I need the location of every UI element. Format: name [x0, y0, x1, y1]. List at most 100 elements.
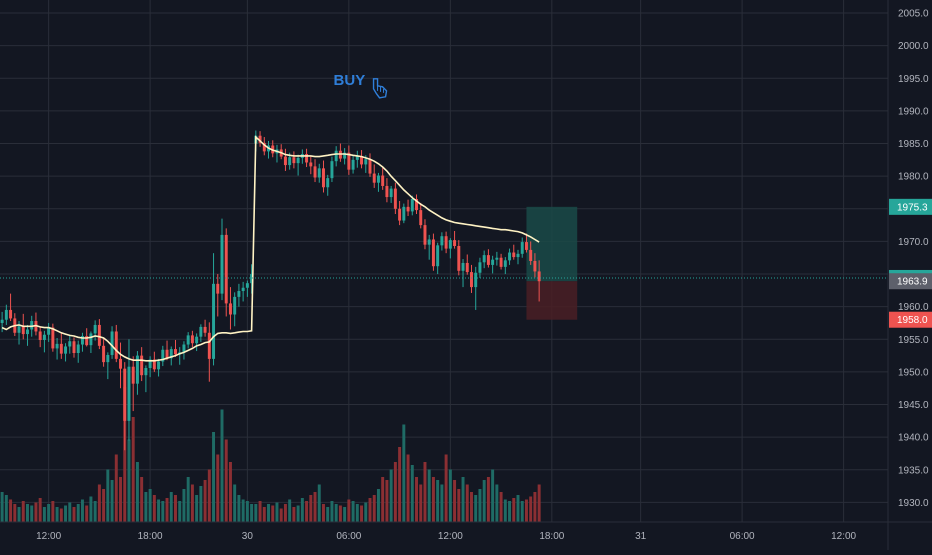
candle[interactable]: [203, 319, 207, 337]
candle[interactable]: [516, 249, 520, 265]
candle[interactable]: [224, 228, 228, 317]
candle[interactable]: [250, 264, 254, 294]
candle[interactable]: [296, 154, 300, 176]
candle[interactable]: [427, 234, 431, 260]
candle[interactable]: [93, 320, 97, 341]
candle[interactable]: [495, 251, 499, 266]
candle[interactable]: [343, 148, 347, 165]
candle[interactable]: [72, 337, 76, 358]
candle[interactable]: [537, 260, 541, 302]
candle[interactable]: [444, 231, 448, 254]
candle[interactable]: [322, 160, 325, 193]
candle[interactable]: [148, 356, 152, 378]
candle[interactable]: [190, 330, 194, 348]
candle[interactable]: [512, 244, 516, 260]
candle[interactable]: [351, 155, 355, 174]
candle[interactable]: [305, 148, 309, 168]
candle[interactable]: [123, 362, 127, 451]
candle[interactable]: [355, 150, 359, 168]
candle[interactable]: [423, 219, 427, 250]
candle[interactable]: [157, 358, 161, 377]
candle[interactable]: [415, 194, 418, 215]
candle[interactable]: [258, 131, 262, 147]
candle[interactable]: [330, 156, 334, 183]
candle[interactable]: [402, 203, 406, 224]
candle[interactable]: [389, 185, 393, 203]
candle[interactable]: [406, 199, 410, 216]
candle[interactable]: [152, 351, 156, 372]
candle[interactable]: [0, 311, 4, 333]
candle[interactable]: [347, 145, 351, 175]
candlesticks[interactable]: [0, 130, 541, 451]
candle[interactable]: [140, 347, 144, 382]
candle[interactable]: [131, 356, 135, 412]
candle[interactable]: [360, 150, 364, 169]
candle[interactable]: [106, 352, 110, 380]
candle[interactable]: [76, 340, 80, 363]
candle[interactable]: [68, 335, 72, 354]
candle[interactable]: [326, 174, 330, 196]
candle[interactable]: [465, 254, 469, 275]
candle[interactable]: [9, 293, 13, 322]
candle[interactable]: [393, 182, 397, 215]
candle[interactable]: [309, 156, 313, 175]
candle[interactable]: [241, 281, 245, 302]
candle[interactable]: [26, 324, 29, 346]
candle[interactable]: [228, 287, 232, 330]
candle[interactable]: [199, 324, 203, 342]
candle[interactable]: [262, 137, 266, 156]
candle[interactable]: [55, 337, 59, 360]
candle[interactable]: [119, 342, 122, 389]
candle[interactable]: [368, 153, 372, 177]
candle[interactable]: [520, 237, 524, 258]
pointing-hand-icon[interactable]: [372, 78, 388, 99]
candle[interactable]: [478, 257, 482, 278]
candle[interactable]: [169, 346, 173, 366]
candle[interactable]: [59, 333, 63, 359]
candle[interactable]: [398, 200, 402, 226]
candle[interactable]: [457, 240, 461, 276]
candle[interactable]: [317, 163, 321, 183]
candle[interactable]: [64, 343, 68, 362]
candle[interactable]: [448, 238, 452, 259]
candle[interactable]: [237, 283, 241, 307]
candle[interactable]: [47, 322, 51, 342]
candle[interactable]: [174, 339, 177, 357]
candle[interactable]: [110, 326, 114, 359]
time-axis[interactable]: 12:00 18:00 30 06:00 12:00 18:00 31 06:00 12:00: [0, 521, 932, 542]
candle[interactable]: [114, 324, 118, 363]
candle[interactable]: [524, 233, 528, 253]
candle[interactable]: [453, 230, 457, 249]
candle[interactable]: [292, 151, 296, 169]
candle[interactable]: [376, 172, 380, 192]
candle[interactable]: [385, 178, 389, 203]
buy-annotation[interactable]: BUY: [334, 72, 388, 99]
candle[interactable]: [195, 333, 199, 352]
candle[interactable]: [474, 266, 478, 310]
candle[interactable]: [127, 339, 131, 441]
candle[interactable]: [80, 332, 84, 352]
candle[interactable]: [461, 259, 465, 288]
candle[interactable]: [216, 274, 220, 317]
candle[interactable]: [97, 319, 101, 350]
candle[interactable]: [283, 148, 287, 171]
candle[interactable]: [419, 202, 423, 229]
candle[interactable]: [38, 326, 42, 348]
candle[interactable]: [212, 253, 216, 366]
candle[interactable]: [186, 332, 190, 349]
candle[interactable]: [436, 242, 440, 275]
candle[interactable]: [233, 292, 237, 327]
candle[interactable]: [89, 331, 93, 354]
candle[interactable]: [313, 159, 317, 183]
candle[interactable]: [440, 232, 444, 251]
candle[interactable]: [245, 280, 249, 297]
candle[interactable]: [470, 264, 473, 293]
candle[interactable]: [135, 351, 139, 395]
candle[interactable]: [491, 255, 495, 274]
candle[interactable]: [533, 253, 537, 278]
candle[interactable]: [482, 250, 486, 269]
candle[interactable]: [182, 341, 186, 360]
candle[interactable]: [381, 167, 385, 190]
candle[interactable]: [431, 233, 435, 271]
